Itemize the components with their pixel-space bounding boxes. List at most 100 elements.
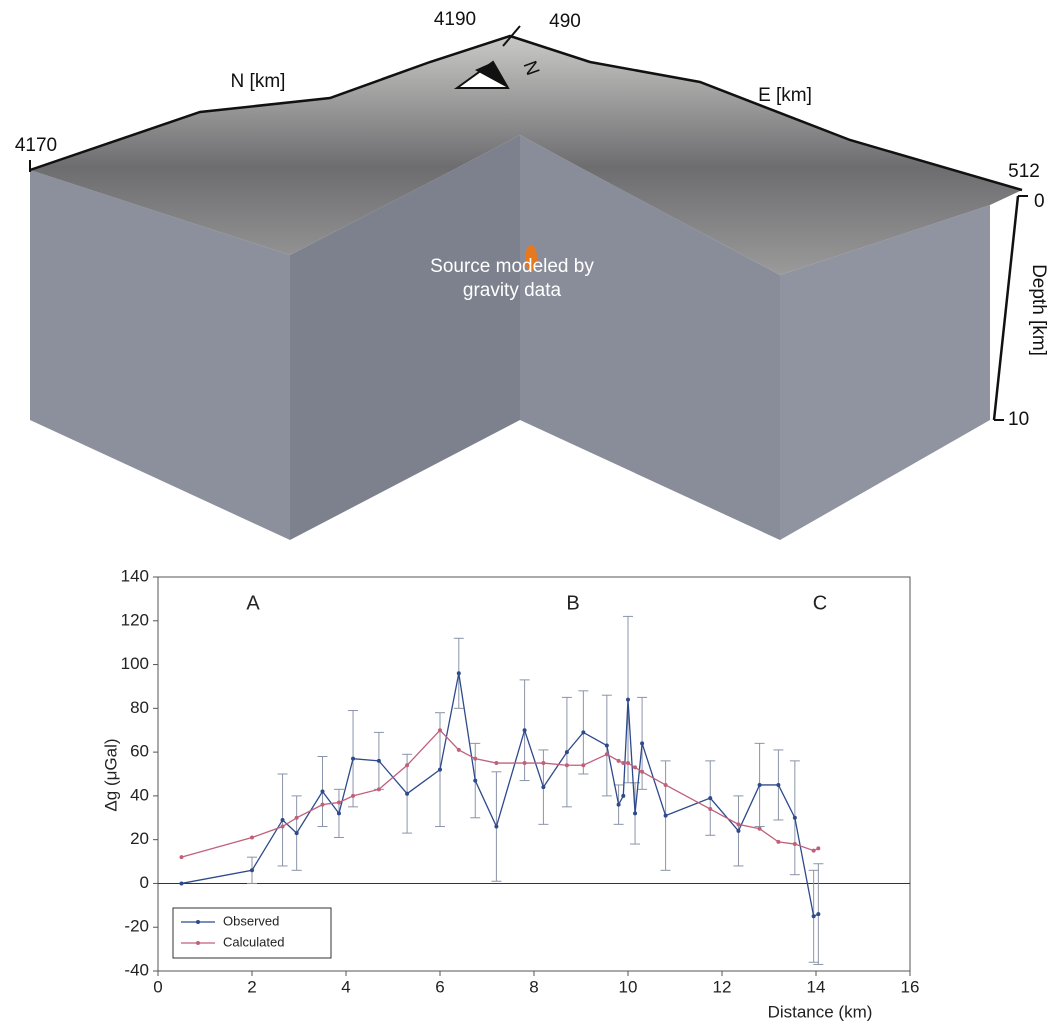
point <box>736 822 741 827</box>
point <box>640 741 645 746</box>
series-line <box>181 673 819 918</box>
point <box>564 750 569 755</box>
point <box>294 815 299 820</box>
point <box>405 763 410 768</box>
point <box>776 782 781 787</box>
x-tick-label: 2 <box>247 977 256 996</box>
point <box>616 802 621 807</box>
point <box>626 761 630 766</box>
point <box>621 793 626 798</box>
axis-label: N [km] <box>231 71 286 92</box>
point <box>250 835 254 840</box>
coord-label: 490 <box>549 11 581 32</box>
y-tick-label: 120 <box>121 610 149 629</box>
point <box>179 881 184 886</box>
point <box>564 763 569 768</box>
outline <box>29 34 1023 192</box>
point <box>351 793 356 798</box>
x-tick-label: 6 <box>435 977 444 996</box>
source <box>525 245 537 271</box>
legend-label: Calculated <box>223 934 284 949</box>
x-axis-label: Distance (km) <box>768 1002 873 1021</box>
north-arrow-black <box>475 62 508 88</box>
y-tick-label: 80 <box>130 698 149 717</box>
point <box>473 778 478 783</box>
legend-label: Observed <box>223 913 279 928</box>
coord-label: 4170 <box>15 135 57 156</box>
y-tick-label: 140 <box>121 566 149 585</box>
point <box>473 756 478 761</box>
point <box>663 813 668 818</box>
axis-label: E [km] <box>758 85 812 106</box>
annotation: C <box>813 592 827 614</box>
point <box>376 758 381 763</box>
x-tick-label: 4 <box>341 977 350 996</box>
point <box>663 782 668 787</box>
point <box>604 752 609 757</box>
point <box>494 824 499 829</box>
point <box>581 763 586 768</box>
block-diagram: N Source modeled by gravity data 4190 49… <box>15 9 1049 540</box>
point <box>633 765 638 770</box>
point <box>541 761 546 766</box>
top-surface <box>30 36 1022 275</box>
face-inner-left <box>290 135 520 540</box>
coord-label: 4190 <box>434 9 476 30</box>
point <box>376 787 381 792</box>
x-tick-label: 16 <box>901 977 920 996</box>
point <box>280 817 285 822</box>
y-tick-label: 60 <box>130 742 149 761</box>
face-left <box>30 170 290 540</box>
point <box>250 868 254 873</box>
point <box>320 802 325 807</box>
coord-label: 512 <box>1008 161 1040 182</box>
depth-tick-label: 10 <box>1008 409 1029 430</box>
point <box>541 785 546 790</box>
point <box>708 796 713 801</box>
point <box>792 815 797 820</box>
tick <box>502 25 521 47</box>
x-tick-label: 12 <box>713 977 732 996</box>
x-tick-label: 14 <box>807 977 826 996</box>
y-tick-label: 100 <box>121 654 149 673</box>
point <box>811 914 816 919</box>
point <box>776 839 781 844</box>
point <box>494 761 499 766</box>
y-tick-label: -20 <box>124 917 149 936</box>
y-tick-label: -40 <box>124 960 149 979</box>
point <box>604 743 609 748</box>
point <box>816 846 821 851</box>
point <box>792 842 797 847</box>
point <box>522 761 527 766</box>
source-label: Source modeled by <box>430 256 594 277</box>
point <box>757 826 762 831</box>
point <box>621 761 626 766</box>
x-tick-label: 0 <box>153 977 162 996</box>
point <box>811 848 816 853</box>
source-label: gravity data <box>463 280 562 301</box>
point <box>456 671 461 676</box>
y-tick-label: 20 <box>130 829 149 848</box>
point <box>736 828 741 833</box>
point <box>438 728 442 733</box>
depth-tick-label: 0 <box>1034 191 1045 212</box>
point <box>351 756 356 761</box>
point <box>626 697 630 702</box>
x-tick-label: 10 <box>619 977 638 996</box>
point <box>816 912 821 917</box>
point <box>294 831 299 836</box>
annotation: A <box>246 592 260 614</box>
legend-marker <box>196 920 200 924</box>
series-line <box>181 729 819 858</box>
point <box>280 824 285 829</box>
annotation: B <box>566 592 579 614</box>
x-tick-label: 8 <box>529 977 538 996</box>
point <box>708 807 713 812</box>
point <box>640 769 645 774</box>
point <box>336 811 341 816</box>
point <box>522 728 527 733</box>
point <box>633 811 638 816</box>
point <box>616 758 621 763</box>
face-inner-right <box>520 135 780 540</box>
